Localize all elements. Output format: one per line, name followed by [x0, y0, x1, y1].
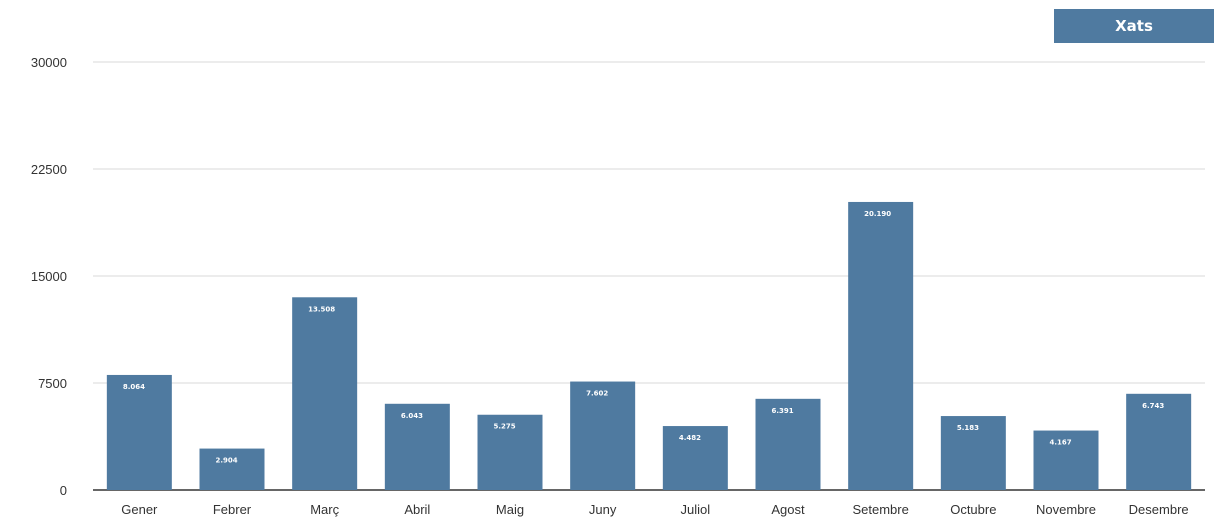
x-tick-label: Gener: [121, 502, 158, 517]
data-label: 4.167: [1050, 439, 1072, 447]
data-label: 6.391: [772, 407, 794, 415]
bar-novembre: [1033, 430, 1099, 490]
data-label: 7.602: [586, 390, 608, 398]
data-label: 20.190: [864, 210, 891, 218]
x-tick-label: Novembre: [1036, 502, 1096, 517]
x-tick-label: Desembre: [1129, 502, 1189, 517]
data-label: 6.743: [1142, 402, 1164, 410]
bar-juliol: [662, 426, 728, 490]
data-label: 5.183: [957, 424, 979, 432]
data-label: 13.508: [308, 305, 335, 313]
y-tick-label: 15000: [31, 269, 67, 284]
bar-maig: [477, 414, 543, 490]
y-tick-label: 22500: [31, 162, 67, 177]
x-tick-label: Febrer: [213, 502, 252, 517]
bar-abril: [384, 403, 450, 490]
bar-octubre: [940, 416, 1006, 490]
bar-gener: [106, 374, 172, 490]
bar-juny: [570, 381, 636, 490]
x-tick-label: Juliol: [681, 502, 711, 517]
bar-setembre: [848, 201, 914, 490]
data-label: 8.064: [123, 383, 145, 391]
y-tick-label: 0: [60, 483, 67, 498]
bar-desembre: [1126, 393, 1192, 490]
x-tick-label: Octubre: [950, 502, 996, 517]
bar-agost: [755, 398, 821, 490]
data-label: 2.904: [216, 457, 238, 465]
y-tick-label: 30000: [31, 55, 67, 70]
x-tick-label: Agost: [771, 502, 805, 517]
bar-març: [292, 297, 358, 490]
data-label: 4.482: [679, 434, 701, 442]
x-tick-label: Març: [310, 502, 339, 517]
x-tick-label: Setembre: [852, 502, 908, 517]
legend-xats: Xats: [1054, 9, 1214, 43]
x-tick-label: Abril: [404, 502, 430, 517]
x-tick-label: Maig: [496, 502, 524, 517]
bar-febrer: [199, 448, 265, 490]
x-tick-label: Juny: [589, 502, 617, 517]
legend-label: Xats: [1115, 17, 1153, 35]
data-label: 5.275: [494, 423, 516, 431]
y-tick-label: 7500: [38, 376, 67, 391]
data-label: 6.043: [401, 412, 423, 420]
